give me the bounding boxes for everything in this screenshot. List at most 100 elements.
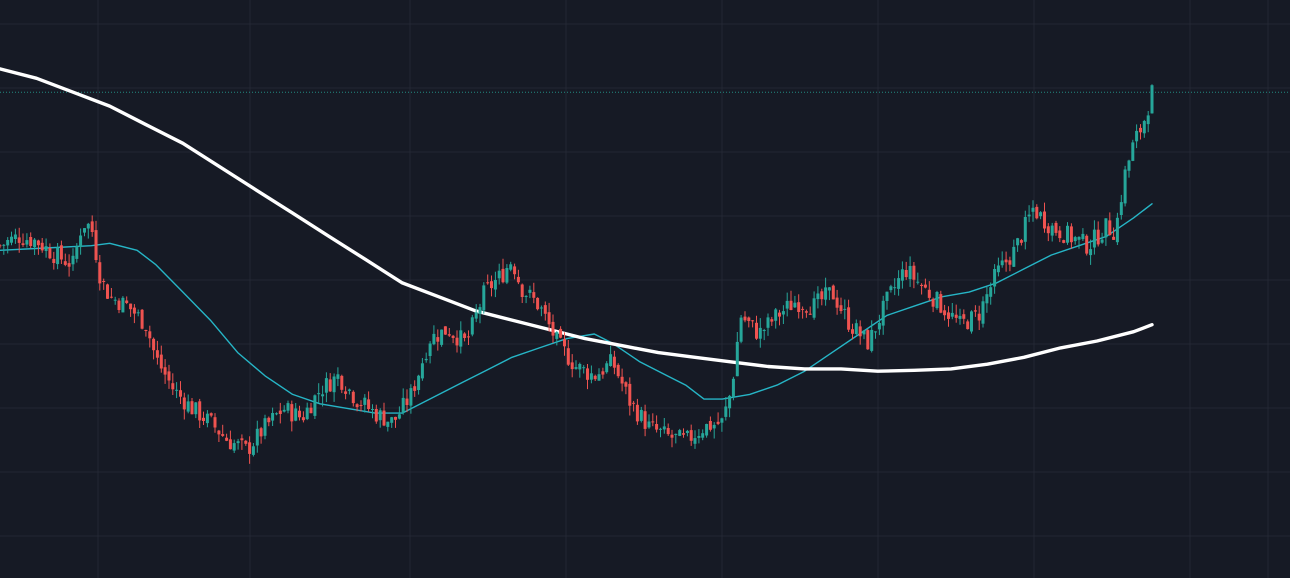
candle-bull bbox=[390, 417, 394, 423]
candle-bull bbox=[56, 247, 60, 265]
candle-bear bbox=[923, 284, 927, 288]
candle-bull bbox=[75, 246, 79, 259]
candle-bull bbox=[1027, 214, 1031, 217]
candle-bull bbox=[1012, 246, 1016, 267]
candle-bear bbox=[559, 328, 563, 338]
candle-bear bbox=[920, 284, 924, 286]
candle-bull bbox=[578, 364, 582, 370]
candle-bear bbox=[543, 305, 547, 314]
candle-bull bbox=[574, 367, 578, 369]
candle-bull bbox=[121, 297, 125, 313]
candle-bear bbox=[643, 411, 647, 429]
candle-bear bbox=[443, 326, 447, 335]
candle-bull bbox=[313, 395, 317, 416]
candle-bull bbox=[793, 302, 797, 308]
candle-bull bbox=[332, 376, 336, 393]
candle-bull bbox=[1119, 202, 1123, 215]
candle-bear bbox=[566, 348, 570, 365]
candle-bull bbox=[482, 285, 486, 311]
ma-long-layer bbox=[0, 67, 1154, 373]
candle-bull bbox=[597, 374, 601, 381]
candle-bear bbox=[367, 399, 371, 409]
candle-bear bbox=[977, 313, 981, 321]
candle-bull bbox=[870, 329, 874, 351]
candle-bull bbox=[827, 287, 831, 291]
candle-bull bbox=[25, 240, 29, 245]
candle-bull bbox=[958, 315, 962, 319]
candle-bear bbox=[259, 428, 263, 437]
candle-bull bbox=[705, 424, 709, 436]
candle-bull bbox=[1146, 115, 1150, 125]
candle-bear bbox=[1069, 226, 1073, 243]
candle-bull bbox=[1089, 249, 1093, 256]
candle-bull bbox=[731, 378, 735, 397]
candle-bear bbox=[355, 404, 359, 408]
candle-bear bbox=[1019, 240, 1023, 243]
candle-bear bbox=[190, 401, 194, 415]
candle-bear bbox=[94, 230, 98, 260]
candle-bear bbox=[866, 330, 870, 350]
ma-long-line bbox=[0, 67, 1154, 373]
candle-bull bbox=[263, 418, 267, 436]
candle-bear bbox=[467, 336, 470, 338]
candle-bear bbox=[490, 281, 493, 289]
candle-bull bbox=[1066, 225, 1069, 243]
candle-bull bbox=[662, 426, 666, 430]
candle-bull bbox=[1023, 217, 1027, 242]
candle-bull bbox=[432, 333, 436, 345]
candle-bull bbox=[758, 327, 762, 339]
candle-bull bbox=[255, 428, 259, 446]
candle-bear bbox=[943, 310, 947, 316]
candle-bear bbox=[213, 417, 217, 428]
candle-bull bbox=[1081, 233, 1085, 240]
candle-bear bbox=[159, 354, 163, 369]
candle-bull bbox=[409, 388, 413, 406]
candle-bull bbox=[824, 287, 828, 300]
candle-bull bbox=[470, 317, 474, 335]
candle-bull bbox=[324, 378, 328, 393]
candle-bear bbox=[140, 309, 144, 329]
candle-bull bbox=[678, 430, 682, 436]
candle-bear bbox=[152, 338, 156, 351]
candle-bear bbox=[394, 416, 397, 420]
candle-bull bbox=[505, 268, 509, 283]
candle-bull bbox=[935, 292, 939, 309]
candle-bear bbox=[651, 421, 655, 423]
candle-bear bbox=[59, 245, 63, 260]
candle-bear bbox=[163, 367, 167, 375]
candle-bull bbox=[900, 269, 904, 281]
candle-bear bbox=[179, 390, 182, 397]
candle-bull bbox=[720, 418, 724, 423]
candle-bear bbox=[1139, 127, 1142, 133]
candle-bull bbox=[1135, 130, 1139, 142]
candle-bull bbox=[762, 330, 766, 331]
candle-bull bbox=[321, 394, 325, 397]
candle-bear bbox=[67, 263, 71, 267]
candle-bear bbox=[778, 312, 781, 317]
candle-bear bbox=[1096, 229, 1100, 245]
candle-bull bbox=[877, 323, 881, 330]
candle-bear bbox=[927, 289, 931, 298]
candle-bull bbox=[843, 308, 847, 310]
candle-bear bbox=[912, 265, 916, 280]
candle-bear bbox=[973, 310, 977, 312]
candle-bear bbox=[666, 428, 670, 435]
candle-bear bbox=[820, 291, 824, 300]
candle-bear bbox=[939, 294, 943, 313]
candle-bull bbox=[555, 332, 559, 339]
candle-bear bbox=[102, 281, 106, 282]
candle-bear bbox=[586, 368, 589, 380]
candle-bear bbox=[624, 382, 628, 387]
candle-bear bbox=[29, 237, 33, 246]
candle-bear bbox=[301, 417, 305, 421]
candle-bear bbox=[382, 410, 386, 426]
candle-bull bbox=[528, 289, 532, 293]
candle-bull bbox=[175, 389, 179, 391]
candle-bull bbox=[1115, 217, 1119, 243]
candle-bull bbox=[271, 413, 275, 421]
candle-bull bbox=[674, 433, 678, 435]
candle-bull bbox=[989, 287, 993, 297]
candle-bull bbox=[785, 300, 789, 309]
candle-bull bbox=[13, 234, 17, 239]
candle-bull bbox=[236, 441, 240, 444]
